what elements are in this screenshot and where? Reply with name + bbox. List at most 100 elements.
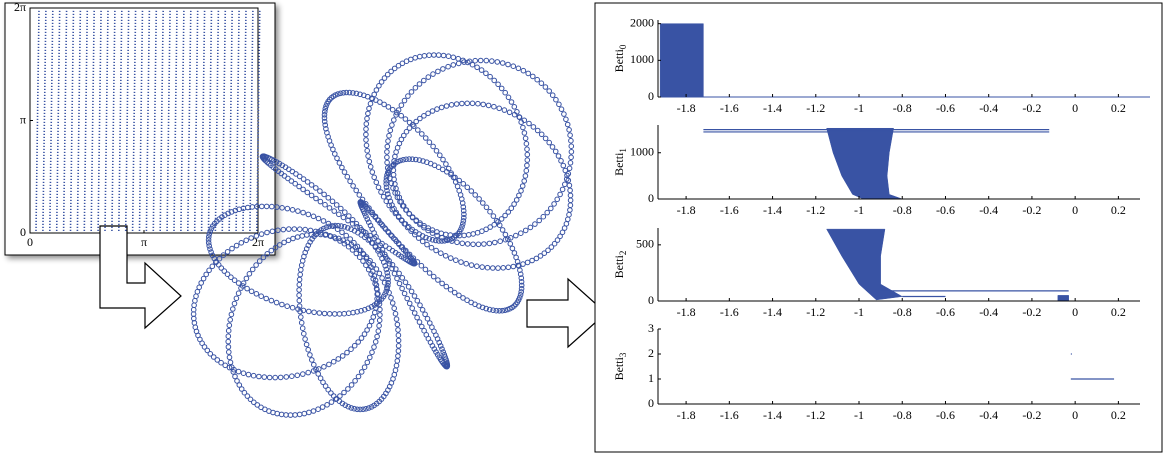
sample-column (49, 9, 54, 232)
curve-point (308, 192, 315, 199)
curve-point (385, 273, 391, 280)
curve-point (392, 367, 399, 374)
curve-point (298, 267, 304, 273)
curve-point (400, 157, 407, 163)
curve-point (474, 229, 481, 236)
curve-point (515, 65, 522, 72)
curve-point (445, 53, 452, 60)
curve-point (386, 202, 393, 209)
curve-point (496, 105, 503, 112)
sample-column (104, 9, 109, 232)
sample-column (256, 9, 261, 232)
curve-point (416, 81, 423, 87)
curve-point (476, 196, 482, 202)
curve-point (564, 172, 570, 179)
curve-point (308, 182, 315, 188)
curve-point (279, 301, 285, 308)
curve-point (264, 229, 270, 236)
curve-point (296, 173, 303, 180)
curve-point (522, 173, 529, 179)
curve-point (409, 256, 415, 263)
curve-point (419, 131, 425, 137)
curve-point (514, 109, 520, 115)
curve-point (337, 238, 343, 244)
y-axis-label: Betti2 (612, 251, 628, 279)
curve-point (435, 52, 442, 58)
curve-point (325, 195, 332, 201)
curve-point (355, 339, 362, 345)
curve-point (226, 349, 232, 355)
curve-point (390, 172, 397, 178)
curve-point (372, 244, 379, 250)
curve-point (566, 182, 573, 189)
curve-point (279, 162, 286, 169)
curve-point (301, 410, 308, 417)
curve-point (203, 271, 209, 278)
curve-point (354, 243, 361, 250)
curve-point (425, 110, 431, 117)
x-tick-label: -1.6 (720, 203, 739, 217)
curve-point (440, 66, 446, 72)
curve-point (454, 239, 460, 246)
curve-point (565, 216, 571, 223)
curve-point (493, 307, 500, 314)
curve-point (389, 300, 396, 306)
y-label-text: Betti (612, 48, 626, 72)
curve-point (361, 210, 368, 217)
sample-column (152, 9, 158, 232)
curve-point (392, 153, 398, 160)
curve-point (273, 299, 280, 306)
curve-point (238, 386, 245, 392)
curve-point (235, 280, 242, 286)
curve-point (333, 202, 340, 208)
y-tick-label: 1000 (630, 52, 654, 66)
curve-point (231, 366, 237, 373)
curve-point (310, 213, 317, 220)
curve-point (377, 99, 383, 105)
curve-point (524, 151, 531, 158)
curve-point (227, 359, 234, 366)
curve-point (453, 257, 459, 264)
curve-point (225, 338, 231, 345)
curve-point (380, 193, 387, 200)
curve-point (568, 149, 575, 155)
x-tick-label: -1.8 (677, 203, 696, 217)
curve-point (224, 271, 231, 278)
curve-point (348, 226, 354, 232)
x-tick-label: -0.2 (1022, 305, 1041, 319)
curve-point (567, 187, 573, 194)
curve-point (363, 262, 369, 269)
curve-point (368, 264, 374, 270)
curve-point (360, 251, 367, 258)
curve-point (505, 94, 512, 101)
curve-point (381, 75, 388, 81)
curve-point (367, 354, 373, 361)
curve-point (391, 65, 398, 72)
curve-point (397, 157, 404, 164)
curve-point (459, 223, 465, 230)
curve-point (330, 358, 337, 365)
curve-point (409, 156, 416, 162)
curve-point (431, 52, 437, 58)
curve-point (568, 143, 575, 149)
curve-point (320, 218, 327, 224)
curve-point (538, 131, 545, 138)
sample-column (55, 9, 61, 232)
sample-column (249, 9, 254, 232)
curve-point (300, 186, 306, 193)
curve-point (303, 341, 310, 348)
curve-point (492, 239, 498, 246)
curve-point (474, 263, 480, 270)
curve-point (408, 89, 415, 95)
x-tick-label: -0.6 (936, 101, 955, 115)
x-tick-label: -0.4 (979, 408, 998, 422)
curve-point (198, 280, 204, 286)
curve-point (567, 202, 574, 208)
curve-point (392, 190, 398, 196)
curve-point (422, 266, 429, 273)
curve-point (359, 196, 366, 203)
curve-point (533, 255, 540, 262)
curve-point (353, 220, 360, 227)
curve-point (459, 200, 466, 206)
curve-point (352, 378, 358, 384)
